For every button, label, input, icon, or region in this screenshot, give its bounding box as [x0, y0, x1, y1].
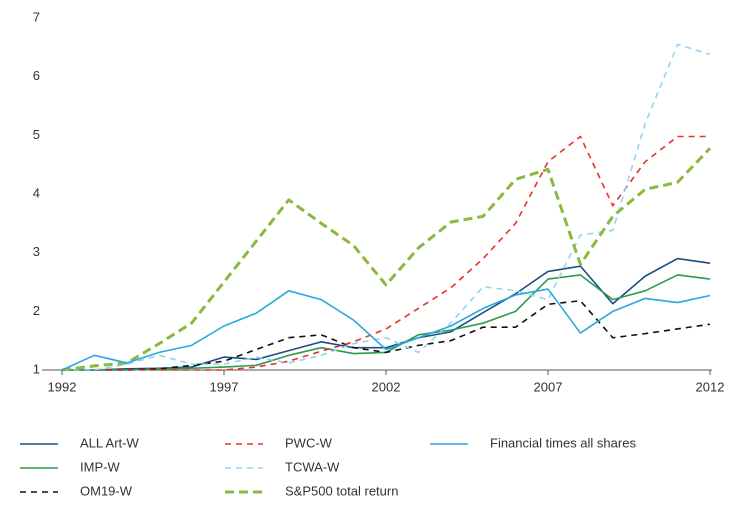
y-tick-label: 6: [33, 68, 40, 83]
legend-label: ALL Art-W: [80, 435, 139, 450]
legend-label: OM19-W: [80, 483, 133, 498]
x-tick-label: 2002: [372, 379, 401, 394]
legend-label: IMP-W: [80, 459, 120, 474]
series-line: [62, 43, 711, 371]
x-tick-label: 2012: [696, 379, 725, 394]
x-tick-label: 2007: [534, 379, 563, 394]
y-tick-label: 3: [33, 244, 40, 259]
y-tick-label: 4: [33, 185, 40, 200]
y-tick-label: 2: [33, 303, 40, 318]
series-line: [61, 288, 711, 371]
series-line: [61, 147, 712, 372]
y-tick-label: 1: [33, 361, 40, 376]
series-line: [62, 257, 711, 371]
legend-label: PWC-W: [285, 435, 333, 450]
x-tick-label: 1992: [48, 379, 77, 394]
legend-label: S&P500 total return: [285, 483, 398, 498]
x-tick-label: 1997: [210, 379, 239, 394]
y-tick-label: 7: [33, 9, 40, 24]
series-line: [62, 135, 710, 371]
y-tick-label: 5: [33, 127, 40, 142]
series-line: [62, 299, 711, 371]
legend-label: Financial times all shares: [490, 435, 636, 450]
legend-label: TCWA-W: [285, 459, 340, 474]
